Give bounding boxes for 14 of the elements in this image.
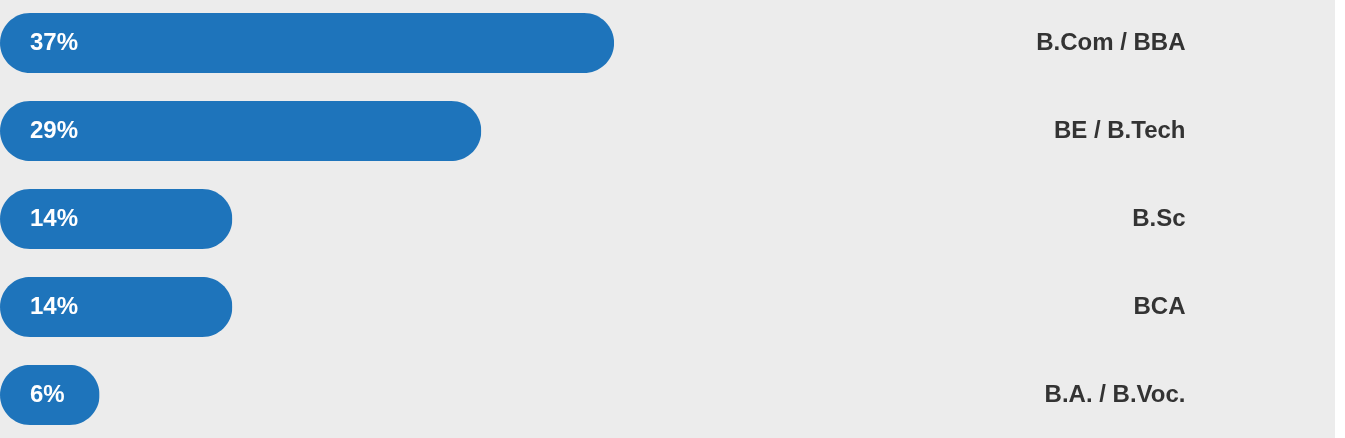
y-tick-label: BCA bbox=[1133, 291, 1186, 319]
data-label: 6% bbox=[30, 379, 65, 407]
data-label: 14% bbox=[30, 204, 79, 231]
bar bbox=[0, 189, 233, 249]
y-tick-label: B.A. / B.Voc. bbox=[1044, 379, 1186, 407]
bar bbox=[0, 276, 233, 337]
bar bbox=[0, 101, 482, 162]
y-tick-label: BE / B.Tech bbox=[1053, 116, 1186, 144]
data-label: 29% bbox=[30, 116, 79, 144]
data-label: 37% bbox=[30, 28, 79, 56]
data-label: 14% bbox=[30, 291, 79, 319]
y-tick-label: B.Com / BBA bbox=[1036, 28, 1186, 56]
y-tick-label: B.Sc bbox=[1132, 204, 1186, 231]
bar bbox=[0, 13, 615, 74]
